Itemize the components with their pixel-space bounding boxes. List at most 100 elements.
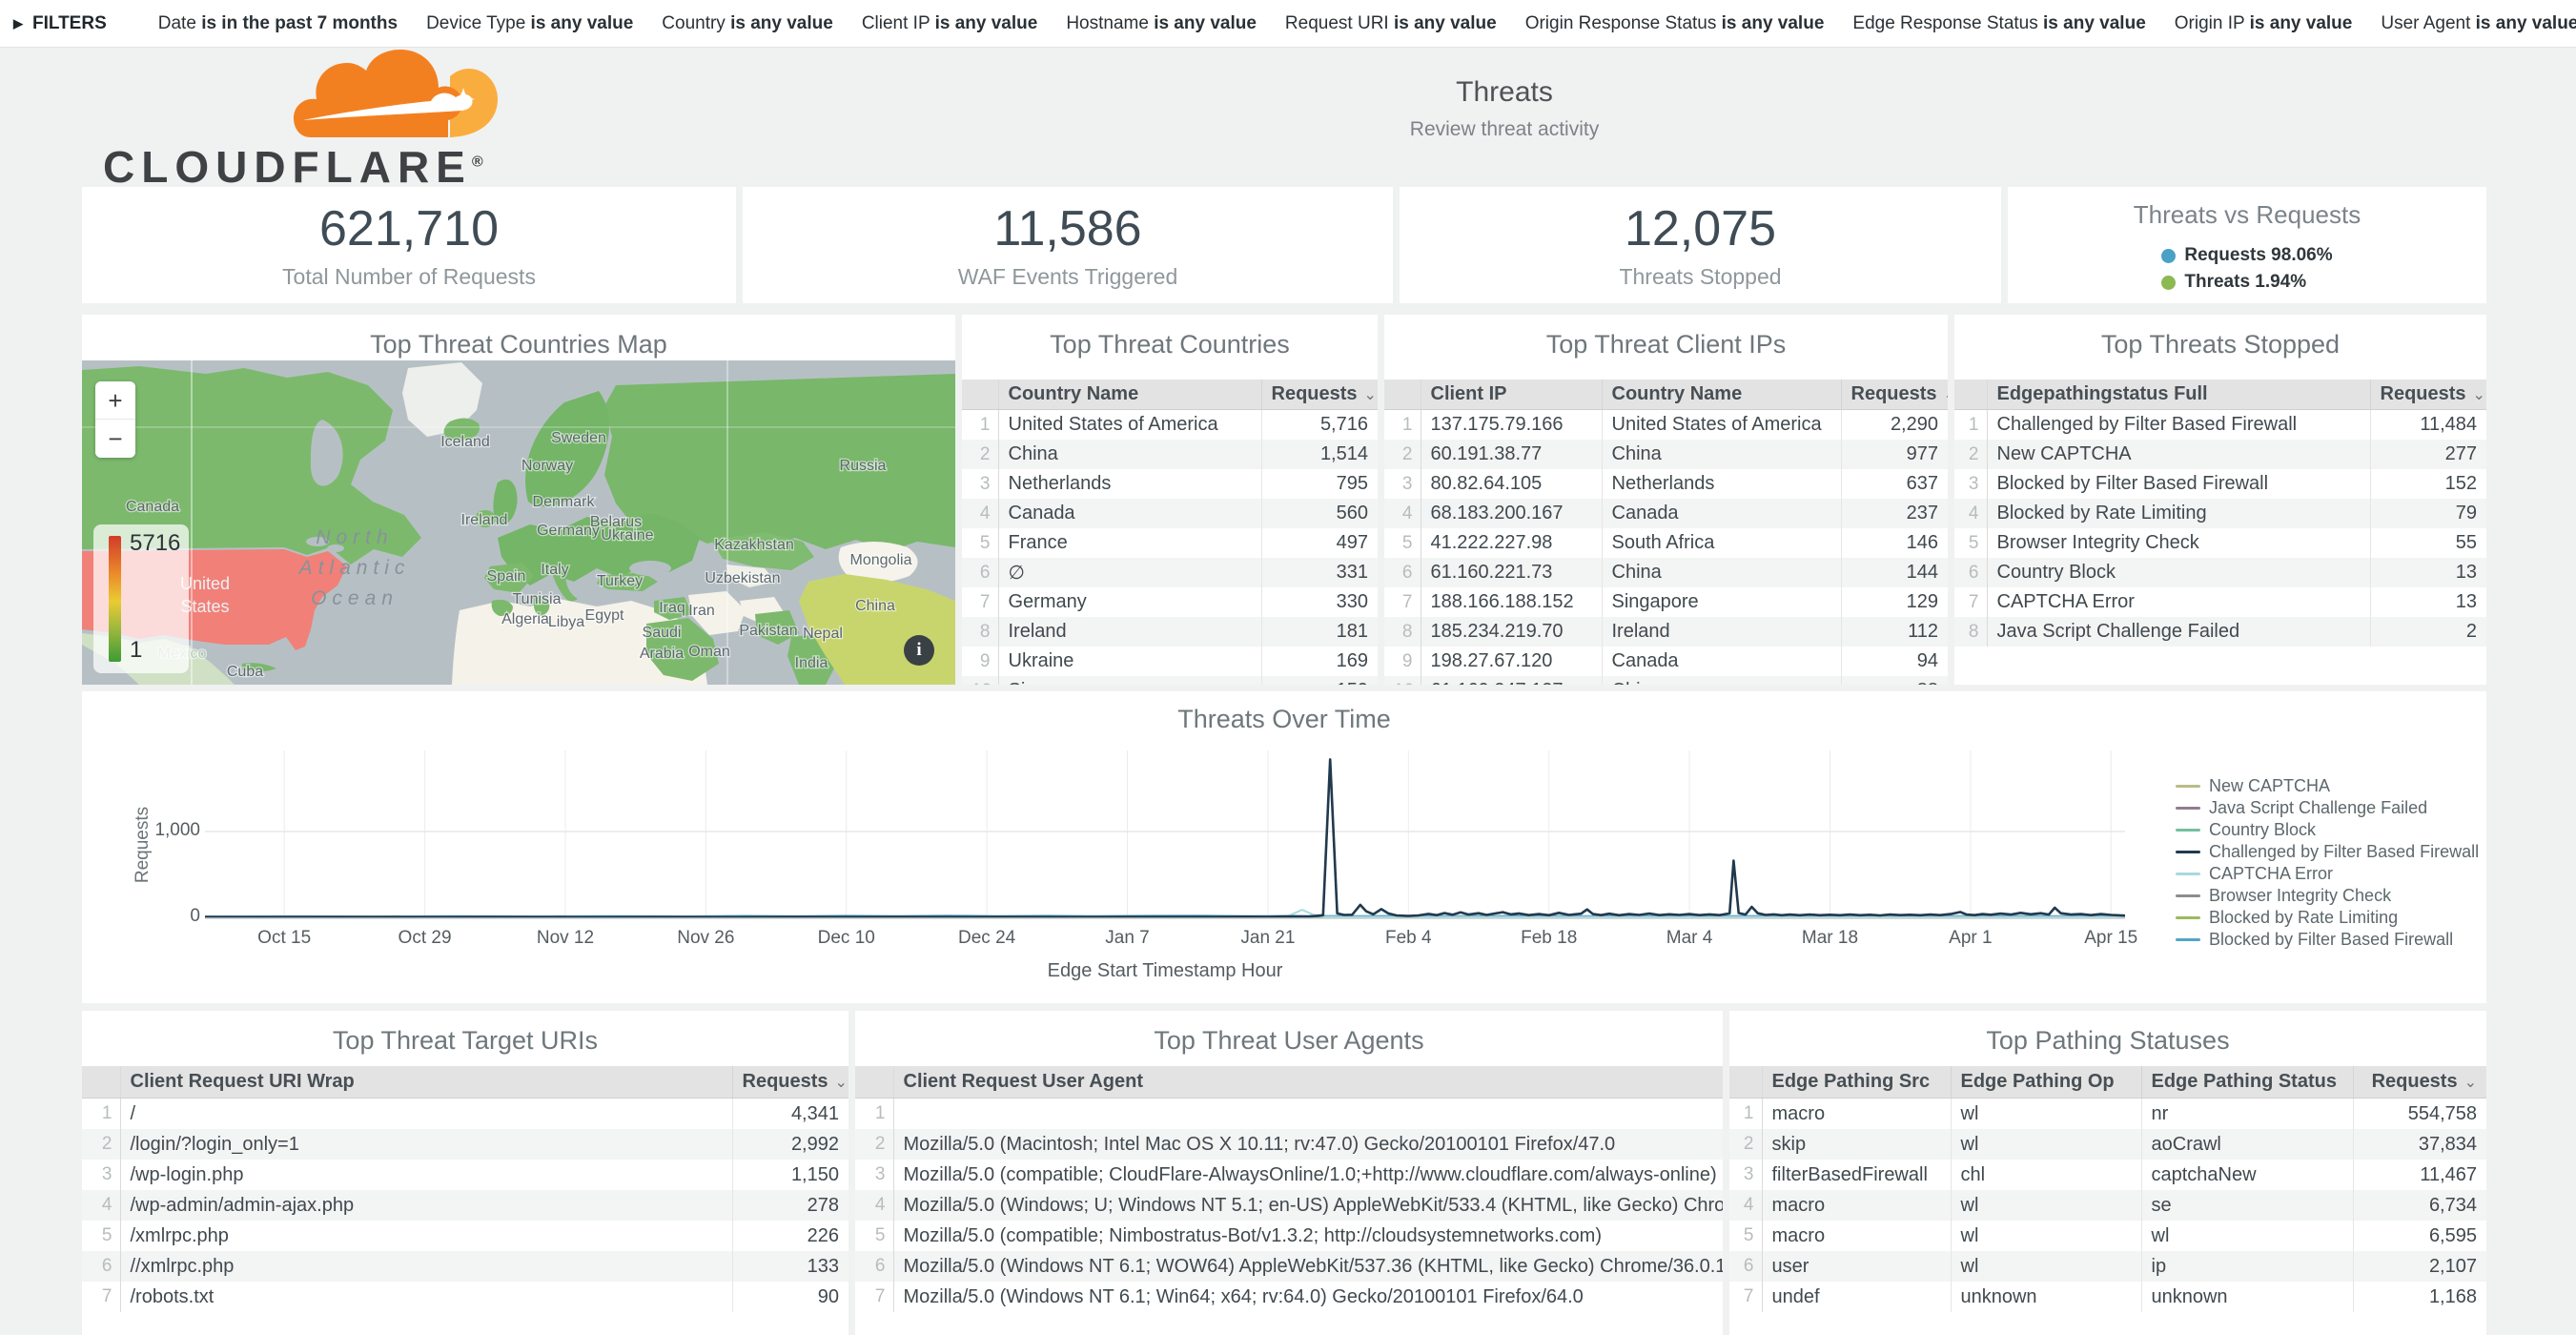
table-cell[interactable]: China	[1601, 676, 1841, 685]
table-cell[interactable]: 13	[2369, 558, 2486, 587]
table-cell[interactable]: nr	[2140, 1098, 2353, 1129]
table-cell[interactable]: Ukraine	[997, 647, 1261, 676]
table-cell[interactable]: United States of America	[1601, 409, 1841, 440]
table-cell[interactable]: macro	[1761, 1221, 1951, 1251]
column-header[interactable]: Client Request URI Wrap	[119, 1066, 732, 1099]
table-cell[interactable]: 13	[2369, 587, 2486, 617]
chart-legend-item[interactable]: Blocked by Rate Limiting	[2176, 908, 2479, 927]
table-cell[interactable]: Netherlands	[1601, 469, 1841, 499]
table-cell[interactable]: 5,716	[1260, 409, 1378, 440]
column-header[interactable]: Edgepathingstatus Full	[1986, 380, 2370, 410]
table-cell[interactable]: 198.27.67.120	[1420, 647, 1602, 676]
zoom-in-button[interactable]: +	[95, 381, 135, 420]
chart-legend-item[interactable]: Browser Integrity Check	[2176, 886, 2479, 905]
filters-toggle[interactable]: ▶ FILTERS	[13, 13, 107, 34]
table-cell[interactable]: 55	[2369, 528, 2486, 558]
table-cell[interactable]: aoCrawl	[2140, 1129, 2353, 1160]
table-cell[interactable]: wl	[1950, 1098, 2141, 1129]
table-cell[interactable]: 560	[1260, 499, 1378, 528]
chart-legend-item[interactable]: New CAPTCHA	[2176, 776, 2479, 795]
column-header[interactable]: Requests⌄	[2352, 1066, 2486, 1099]
table-cell[interactable]: China	[1601, 440, 1841, 469]
table-cell[interactable]: /robots.txt	[119, 1282, 732, 1312]
table-cell[interactable]: 331	[1260, 558, 1378, 587]
table-cell[interactable]: Browser Integrity Check	[1986, 528, 2370, 558]
table-cell[interactable]: 1,150	[731, 1160, 848, 1190]
table-cell[interactable]: macro	[1761, 1098, 1951, 1129]
table-cell[interactable]: 60.191.38.77	[1420, 440, 1602, 469]
table-cell[interactable]: Singapore	[1601, 587, 1841, 617]
table-cell[interactable]: wl	[2140, 1221, 2353, 1251]
table-cell[interactable]: Canada	[997, 499, 1261, 528]
chart-legend-item[interactable]: Blocked by Filter Based Firewall	[2176, 930, 2479, 949]
table-cell[interactable]: /wp-login.php	[119, 1160, 732, 1190]
table-cell[interactable]: 6,734	[2352, 1190, 2486, 1221]
table-cell[interactable]: wl	[1950, 1129, 2141, 1160]
table-cell[interactable]: 11,484	[2369, 409, 2486, 440]
table-cell[interactable]: China	[1601, 558, 1841, 587]
table-cell[interactable]: Ireland	[1601, 617, 1841, 647]
chart-legend-item[interactable]: Java Script Challenge Failed	[2176, 798, 2479, 817]
table-cell[interactable]: Germany	[997, 587, 1261, 617]
table-cell[interactable]: 61.160.247.127	[1420, 676, 1602, 685]
table-cell[interactable]: 61.160.221.73	[1420, 558, 1602, 587]
table-cell[interactable]: 497	[1260, 528, 1378, 558]
table-cell[interactable]: /wp-admin/admin-ajax.php	[119, 1190, 732, 1221]
table-cell[interactable]: 1,514	[1260, 440, 1378, 469]
table-cell[interactable]: //xmlrpc.php	[119, 1251, 732, 1282]
filter-item[interactable]: Device Type is any value	[426, 12, 634, 33]
table-cell[interactable]: skip	[1761, 1129, 1951, 1160]
table-cell[interactable]: 6,595	[2352, 1221, 2486, 1251]
table-cell[interactable]: 37,834	[2352, 1129, 2486, 1160]
table-cell[interactable]: filterBasedFirewall	[1761, 1160, 1951, 1190]
table-cell[interactable]: /login/?login_only=1	[119, 1129, 732, 1160]
filter-item[interactable]: Date is in the past 7 months	[157, 12, 399, 33]
table-cell[interactable]: undef	[1761, 1282, 1951, 1312]
table-cell[interactable]: CAPTCHA Error	[1986, 587, 2370, 617]
column-header[interactable]: Edge Pathing Op	[1950, 1066, 2141, 1099]
table-cell[interactable]: 11,467	[2352, 1160, 2486, 1190]
table-cell[interactable]: 4,341	[731, 1098, 848, 1129]
table-cell[interactable]: South Africa	[1601, 528, 1841, 558]
table-cell[interactable]: Ireland	[997, 617, 1261, 647]
column-header[interactable]: Requests⌄	[731, 1066, 848, 1099]
table-cell[interactable]: 169	[1260, 647, 1378, 676]
filter-item[interactable]: Country is any value	[662, 12, 833, 33]
filter-item[interactable]: Origin IP is any value	[2174, 12, 2353, 33]
filter-item[interactable]: User Agent is any value	[2381, 12, 2576, 33]
column-header[interactable]: Requests⌄	[1840, 380, 1948, 410]
table-cell[interactable]: unknown	[2140, 1282, 2353, 1312]
table-cell[interactable]: 80.82.64.105	[1420, 469, 1602, 499]
table-cell[interactable]: Mozilla/5.0 (compatible; CloudFlare-Alwa…	[892, 1160, 1723, 1190]
table-cell[interactable]: Mozilla/5.0 (Windows NT 6.1; WOW64) Appl…	[892, 1251, 1723, 1282]
table-cell[interactable]: ∅	[997, 558, 1261, 587]
table-cell[interactable]: Canada	[1601, 499, 1841, 528]
table-cell[interactable]: 152	[2369, 469, 2486, 499]
table-cell[interactable]: 278	[731, 1190, 848, 1221]
column-header[interactable]: Country Name	[997, 380, 1261, 410]
chart-legend-item[interactable]: Country Block	[2176, 820, 2479, 839]
filter-item[interactable]: Origin Response Status is any value	[1524, 12, 1825, 33]
table-cell[interactable]: 188.166.188.152	[1420, 587, 1602, 617]
column-header[interactable]: Requests⌄	[2369, 380, 2486, 410]
table-cell[interactable]: Mozilla/5.0 (Windows; U; Windows NT 5.1;…	[892, 1190, 1723, 1221]
table-cell[interactable]: 795	[1260, 469, 1378, 499]
table-cell[interactable]: Country Block	[1986, 558, 2370, 587]
table-cell[interactable]: 112	[1840, 617, 1948, 647]
table-cell[interactable]: Blocked by Rate Limiting	[1986, 499, 2370, 528]
table-cell[interactable]: 68.183.200.167	[1420, 499, 1602, 528]
table-cell[interactable]: 79	[2369, 499, 2486, 528]
table-cell[interactable]: Challenged by Filter Based Firewall	[1986, 409, 2370, 440]
table-cell[interactable]: 129	[1840, 587, 1948, 617]
column-header[interactable]: Edge Pathing Status	[2140, 1066, 2353, 1099]
chart-legend-item[interactable]: CAPTCHA Error	[2176, 864, 2479, 883]
table-cell[interactable]: 159	[1260, 676, 1378, 685]
table-cell[interactable]: China	[997, 440, 1261, 469]
table-cell[interactable]: 185.234.219.70	[1420, 617, 1602, 647]
table-cell[interactable]: Java Script Challenge Failed	[1986, 617, 2370, 647]
world-map[interactable]: CanadaUnitedStatesMexicoCubaIcelandSwede…	[82, 360, 955, 685]
table-cell[interactable]: 146	[1840, 528, 1948, 558]
table-cell[interactable]: 277	[2369, 440, 2486, 469]
table-cell[interactable]: macro	[1761, 1190, 1951, 1221]
table-cell[interactable]: se	[2140, 1190, 2353, 1221]
